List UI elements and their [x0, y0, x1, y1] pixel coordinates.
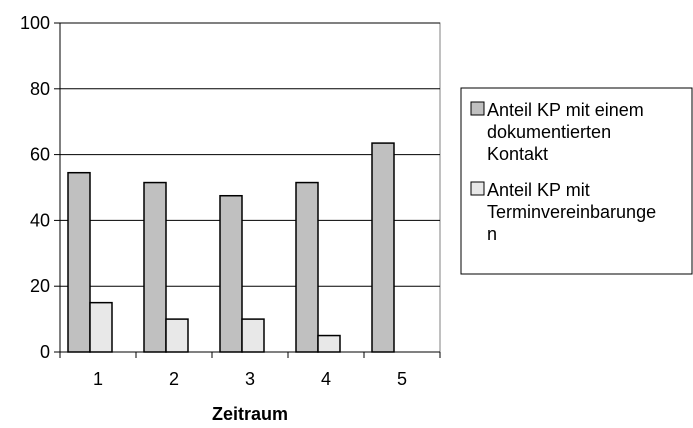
legend-swatch-1: [470, 101, 485, 116]
x-tick-label: 5: [397, 369, 407, 389]
legend-label-2: Anteil KP mit Terminvereinbarunge n: [487, 180, 656, 244]
legend-label-line: Terminvereinbarunge: [487, 202, 656, 222]
x-tick-label: 1: [93, 369, 103, 389]
y-tick-label: 20: [30, 276, 50, 296]
y-tick-label: 60: [30, 145, 50, 165]
y-tick-label: 100: [20, 13, 50, 33]
y-tick-label: 80: [30, 79, 50, 99]
legend: Anteil KP mit einem dokumentierten Kontakt…: [460, 87, 693, 275]
legend-label-line: Kontakt: [487, 144, 548, 164]
legend-label-line: Anteil KP mit: [487, 180, 590, 200]
bar-series-2-cat-2: [165, 318, 189, 353]
y-tick-label: 40: [30, 210, 50, 230]
legend-label-line: n: [487, 224, 497, 244]
bar-series-1-cat-2: [143, 181, 167, 353]
x-tick-label: 4: [321, 369, 331, 389]
legend-box: [460, 87, 693, 275]
bar-series-1-cat-5: [371, 142, 395, 353]
legend-label-1: Anteil KP mit einem dokumentierten Kontakt: [487, 100, 644, 164]
bars: [67, 142, 395, 353]
bar-series-2-cat-1: [89, 301, 113, 353]
x-tick-labels: 1 2 3 4 5: [93, 369, 407, 389]
bar-series-1-cat-1: [67, 171, 91, 353]
bar-series-1-cat-3: [219, 194, 243, 353]
legend-label-line: dokumentierten: [487, 122, 611, 142]
bar-series-2-cat-3: [241, 318, 265, 353]
x-tick-label: 2: [169, 369, 179, 389]
y-tick-labels: 0 20 40 60 80 100: [20, 13, 50, 362]
bar-series-2-cat-4: [317, 334, 341, 353]
x-axis-title: Zeitraum: [212, 404, 288, 424]
legend-swatch-2: [470, 181, 485, 196]
axes: [54, 22, 441, 358]
legend-label-line: Anteil KP mit einem: [487, 100, 644, 120]
y-tick-label: 0: [40, 342, 50, 362]
x-tick-label: 3: [245, 369, 255, 389]
bar-series-1-cat-4: [295, 181, 319, 353]
